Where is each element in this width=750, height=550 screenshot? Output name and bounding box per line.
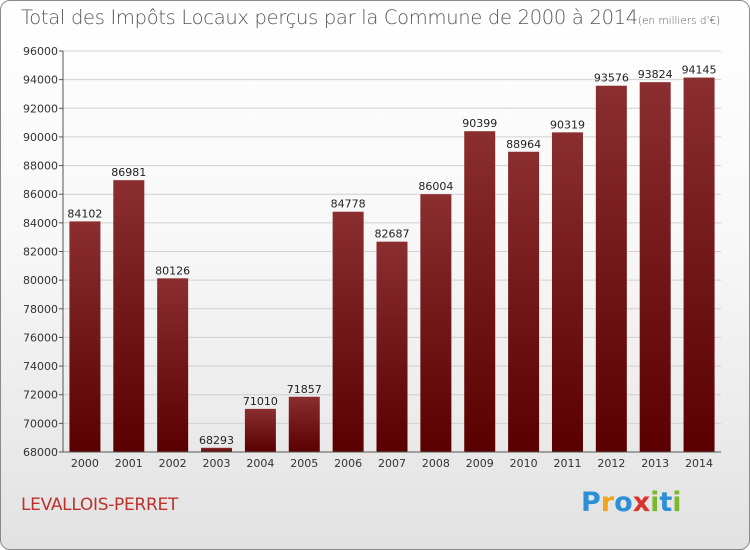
bar-2011 — [551, 132, 583, 452]
x-tick-label: 2007 — [378, 457, 406, 470]
x-tick-label: 2013 — [641, 457, 669, 470]
y-tick-label: 84000 — [23, 217, 58, 230]
chart-title-text: Total des Impôts Locaux perçus par la Co… — [21, 6, 638, 29]
y-tick-label: 90000 — [23, 131, 58, 144]
x-tick-label: 2008 — [422, 457, 450, 470]
data-label-2010: 88964 — [506, 138, 541, 151]
x-axis: 2000 2001 2002 2003 2004 2005 2006 2007 2008 2009… — [63, 451, 721, 470]
logo-letter: i — [650, 487, 660, 518]
x-tick-label: 2006 — [334, 457, 362, 470]
data-label-2002: 80126 — [155, 264, 190, 277]
chart-title: Total des Impôts Locaux perçus par la Co… — [21, 6, 720, 29]
proxiti-logo: Proxiti — [581, 487, 682, 518]
logo-letter: o — [614, 487, 633, 518]
data-label-2007: 82687 — [375, 228, 410, 241]
x-tick-label: 2005 — [290, 457, 318, 470]
y-tick-label: 86000 — [23, 188, 58, 201]
bar-2007 — [376, 241, 408, 452]
logo-letter: r — [600, 487, 615, 518]
x-tick-label: 2001 — [115, 457, 143, 470]
bar-2013 — [639, 82, 671, 453]
bar-2012 — [595, 85, 627, 452]
data-label-2012: 93576 — [594, 72, 629, 85]
data-label-2013: 93824 — [638, 68, 673, 81]
y-tick-label: 72000 — [23, 389, 58, 402]
bar-2004 — [244, 408, 276, 452]
bar-2010 — [508, 151, 540, 452]
x-tick-label: 2009 — [466, 457, 494, 470]
data-label-2003: 68293 — [199, 434, 234, 447]
y-tick-label: 92000 — [23, 102, 58, 115]
y-tick-label: 70000 — [23, 417, 58, 430]
bar-2001 — [113, 180, 145, 452]
x-tick-label: 2000 — [71, 457, 99, 470]
logo-letter: i — [672, 487, 682, 518]
bar-2002 — [157, 278, 189, 452]
data-label-2005: 71857 — [287, 383, 322, 396]
bar-2005 — [288, 396, 320, 452]
x-tick-label: 2014 — [685, 457, 713, 470]
y-tick-label: 76000 — [23, 331, 58, 344]
x-tick-label: 2010 — [510, 457, 538, 470]
chart-unit: (en milliers d'€) — [637, 15, 721, 27]
data-label-2001: 86981 — [111, 166, 146, 179]
bar-2000 — [69, 221, 101, 452]
bar-2009 — [464, 131, 496, 452]
y-tick-label: 82000 — [23, 246, 58, 259]
data-label-2006: 84778 — [331, 198, 366, 211]
x-tick-label: 2004 — [246, 457, 274, 470]
data-label-2000: 84102 — [67, 207, 102, 220]
x-tick-label: 2003 — [203, 457, 231, 470]
data-label-2011: 90319 — [550, 118, 585, 131]
data-label-2014: 94145 — [682, 64, 717, 77]
y-tick-label: 94000 — [23, 74, 58, 87]
logo-letter: x — [632, 487, 651, 518]
bar-2014 — [683, 77, 715, 452]
data-label-2004: 71010 — [243, 395, 278, 408]
bars: 84102 86981 80126 68293 71010 71857 84778 82687… — [67, 64, 717, 453]
y-tick-label: 78000 — [23, 303, 58, 316]
bar-2008 — [420, 194, 452, 453]
y-tick-label: 96000 — [23, 45, 58, 58]
x-tick-label: 2012 — [597, 457, 625, 470]
data-label-2008: 86004 — [418, 180, 453, 193]
commune-name: LEVALLOIS-PERRET — [21, 495, 178, 515]
x-tick-label: 2011 — [553, 457, 581, 470]
y-tick-label: 88000 — [23, 160, 58, 173]
y-tick-label: 74000 — [23, 360, 58, 373]
y-tick-label: 80000 — [23, 274, 58, 287]
logo-letter: P — [581, 487, 601, 518]
x-tick-label: 2002 — [159, 457, 187, 470]
logo-letter: t — [659, 487, 673, 518]
bar-2003 — [201, 447, 233, 452]
data-label-2009: 90399 — [462, 117, 497, 130]
y-axis: 68000 70000 72000 74000 76000 78000 80000 82000… — [23, 45, 64, 459]
y-tick-label: 68000 — [23, 446, 58, 459]
bar-2006 — [332, 211, 364, 452]
